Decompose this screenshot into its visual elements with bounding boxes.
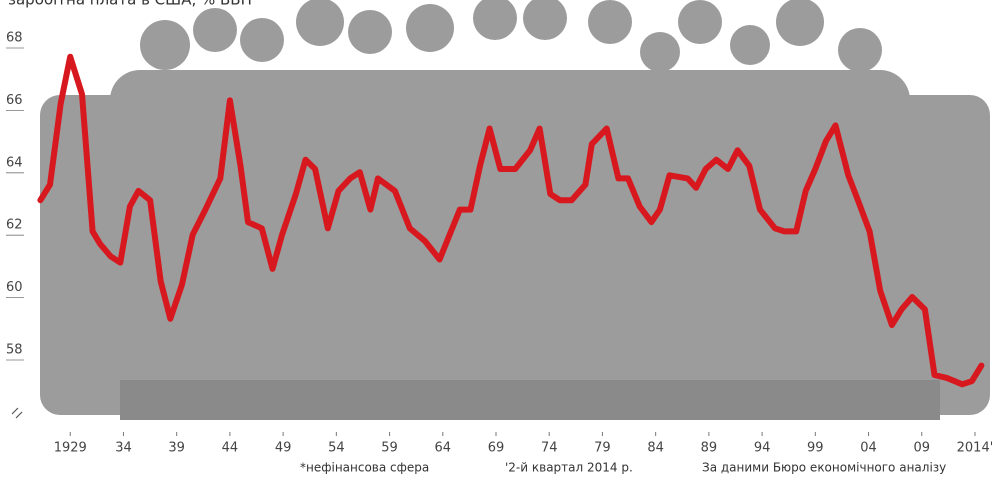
x-tick-label: 34 bbox=[115, 441, 132, 456]
x-tick-label: 79 bbox=[594, 441, 611, 456]
x-tick-label: 74 bbox=[541, 441, 558, 456]
x-tick-label: 1929 bbox=[54, 441, 87, 456]
x-tick-label: 99 bbox=[807, 441, 824, 456]
x-tick-label: 54 bbox=[328, 441, 345, 456]
x-tick-label: 84 bbox=[647, 441, 664, 456]
x-tick-label: 2014' bbox=[957, 441, 992, 456]
x-tick-label: 94 bbox=[754, 441, 771, 456]
x-tick-label: 69 bbox=[488, 441, 505, 456]
x-tick-label: 89 bbox=[701, 441, 718, 456]
x-tick-label: 09 bbox=[913, 441, 930, 456]
y-tick-label: 68 bbox=[6, 31, 23, 46]
footnote: '2-й квартал 2014 р. bbox=[505, 461, 633, 475]
y-tick-label: 60 bbox=[6, 280, 23, 295]
chart-title: заробітна плата в США, % ВВП bbox=[8, 0, 252, 9]
footnote: За даними Бюро економічного аналізу bbox=[702, 461, 946, 475]
axis-break bbox=[11, 407, 23, 419]
x-tick-label: 39 bbox=[168, 441, 185, 456]
x-tick-label: 49 bbox=[275, 441, 292, 456]
silhouettes bbox=[40, 0, 990, 420]
x-tick-label: 04 bbox=[860, 441, 877, 456]
footnote: *нефінансова сфера bbox=[300, 461, 429, 475]
y-tick-label: 58 bbox=[6, 343, 23, 358]
x-tick-label: 59 bbox=[381, 441, 398, 456]
x-tick-label: 44 bbox=[222, 441, 239, 456]
data-line bbox=[37, 53, 985, 388]
x-tick-label: 64 bbox=[435, 441, 452, 456]
y-tick-label: 62 bbox=[6, 218, 23, 233]
y-tick-label: 64 bbox=[6, 155, 23, 170]
y-tick-label: 66 bbox=[6, 93, 23, 108]
